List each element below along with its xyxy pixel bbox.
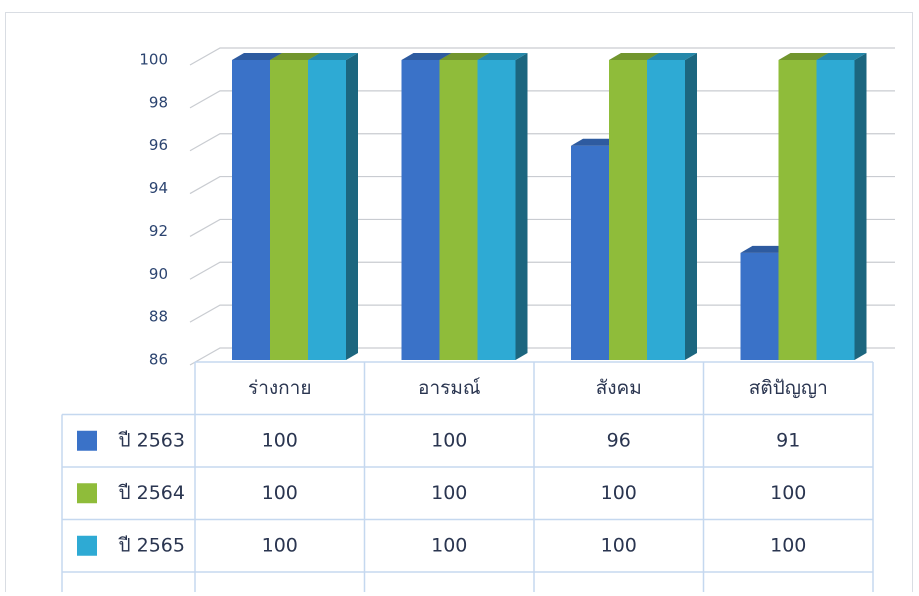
table-value: 100 (770, 534, 806, 556)
bar-top (609, 53, 659, 60)
table-value: 96 (607, 429, 631, 451)
y-tick-label: 100 (139, 51, 168, 69)
bar-top (232, 53, 282, 60)
bar-top (816, 53, 867, 60)
x-tick-label: อารมณ์ (418, 377, 480, 399)
bar (740, 252, 779, 360)
y-tick-label: 90 (149, 265, 168, 283)
table-value: 100 (262, 429, 298, 451)
bar (308, 60, 346, 360)
table-value: 100 (601, 482, 637, 504)
legend-swatch (77, 483, 97, 504)
bar-side (854, 53, 867, 360)
legend-label: ปี 2563 (118, 429, 185, 451)
table-value: 100 (601, 534, 637, 556)
bar (477, 60, 516, 360)
bar-top (571, 138, 621, 146)
x-tick-label: สติปัญญา (749, 377, 828, 399)
legend-label: ปี 2564 (118, 482, 185, 504)
table-value: 100 (262, 534, 298, 556)
y-tick-label: 98 (149, 93, 168, 111)
x-tick-label: สังคม (596, 377, 642, 399)
y-tick-label: 96 (149, 136, 168, 154)
bar (609, 60, 647, 360)
table-value: 100 (431, 429, 467, 451)
x-tick-label: ร่างกาย (248, 377, 311, 399)
table-value: 91 (776, 429, 800, 451)
bar (232, 60, 270, 360)
table-value: 100 (431, 534, 467, 556)
grid-line (189, 47, 895, 66)
y-tick-label: 88 (149, 308, 168, 326)
legend-swatch (77, 430, 97, 451)
bar-side (346, 53, 358, 360)
y-tick-label: 92 (149, 222, 168, 240)
bar-top (270, 53, 320, 60)
bar-top (740, 245, 791, 253)
table-value: 100 (770, 482, 806, 504)
bar (439, 60, 478, 360)
legend-label: ปี 2565 (118, 534, 185, 556)
bar (270, 60, 308, 360)
bar-top (477, 53, 528, 60)
bar-top (308, 53, 358, 60)
bar-top (439, 53, 490, 60)
table-value: 100 (431, 482, 467, 504)
bar (571, 145, 609, 360)
bar (647, 60, 685, 360)
y-tick-label: 94 (149, 179, 168, 197)
y-tick-label: 86 (149, 351, 168, 369)
bar-side (515, 53, 528, 360)
bar-top (401, 53, 452, 60)
legend-swatch (77, 535, 97, 556)
bar (816, 60, 855, 360)
bar-side (685, 53, 697, 360)
bar-top (647, 53, 697, 60)
bar (401, 60, 440, 360)
bar (778, 60, 817, 360)
bar-top (778, 53, 829, 60)
table-value: 100 (262, 482, 298, 504)
